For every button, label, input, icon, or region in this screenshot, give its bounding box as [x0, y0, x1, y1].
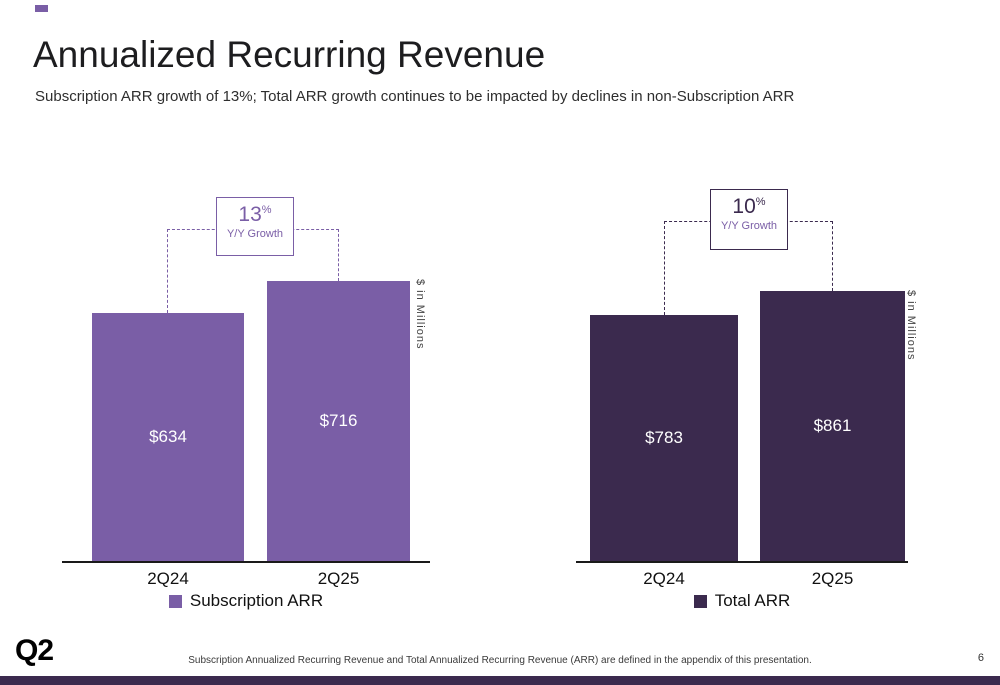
growth-connector-line — [338, 229, 339, 281]
category-label: 2Q24 — [147, 569, 189, 588]
slide-title: Annualized Recurring Revenue — [33, 34, 546, 75]
growth-connector-line — [664, 221, 665, 315]
bar-value-label: $634 — [149, 427, 187, 446]
growth-callout: 10% Y/Y Growth — [710, 189, 788, 250]
bar-2q25: $716 — [267, 281, 410, 561]
growth-label: Y/Y Growth — [226, 228, 284, 241]
q2-logo: Q2 — [15, 634, 54, 667]
category-label: 2Q25 — [317, 569, 360, 588]
legend-label: Subscription ARR — [189, 591, 324, 610]
page-number: 6 — [977, 652, 984, 664]
x-axis — [62, 561, 430, 563]
growth-callout: 13% Y/Y Growth — [216, 197, 294, 256]
legend-label: Total ARR — [714, 591, 791, 610]
legend: Total ARR — [576, 591, 908, 611]
accent-mark — [35, 5, 48, 12]
y-axis-label: $ in Millions — [905, 290, 917, 361]
bar-value-label: $861 — [813, 416, 852, 435]
footnote: Subscription Annualized Recurring Revenu… — [188, 655, 812, 666]
growth-percentage: 13% — [238, 203, 272, 226]
y-axis-label: $ in Millions — [414, 279, 426, 350]
growth-percentage: 10% — [732, 195, 766, 218]
growth-label: Y/Y Growth — [720, 220, 778, 233]
growth-connector-line — [832, 221, 833, 291]
category-label: 2Q25 — [811, 569, 854, 588]
growth-connector-line — [167, 229, 168, 313]
bar-value-label: $716 — [319, 411, 358, 430]
slide-subtitle: Subscription ARR growth of 13%; Total AR… — [35, 88, 795, 105]
footer-strip — [0, 676, 1000, 685]
bar-2q24: $634 — [92, 313, 244, 561]
bar-value-label: $783 — [645, 428, 683, 447]
legend-swatch — [168, 594, 182, 608]
legend: Subscription ARR — [62, 591, 430, 611]
bar-2q24: $783 — [590, 315, 738, 561]
x-axis — [576, 561, 908, 563]
category-label: 2Q24 — [643, 569, 685, 588]
legend-swatch — [693, 594, 707, 608]
bar-2q25: $861 — [760, 291, 905, 561]
